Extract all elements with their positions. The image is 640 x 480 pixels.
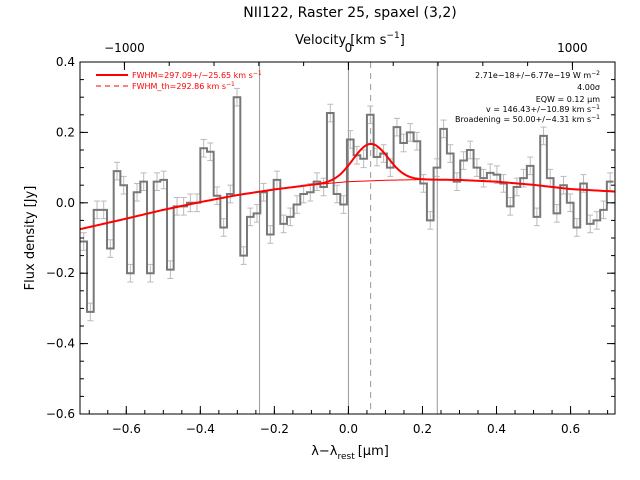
legend-label-fwhm-th: FWHM_th=292.86 km s−1 <box>132 81 235 91</box>
fit-annotations: 2.71e−18+/−6.77e−19 W m−2 4.00σ EQW = 0.… <box>455 70 600 124</box>
legend: FWHM=297.09+/−25.65 km s−1 FWHM_th=292.8… <box>96 70 262 91</box>
annotation-sigma: 4.00σ <box>577 83 600 92</box>
y-tick-label: −0.2 <box>46 266 75 280</box>
data-step-line <box>80 96 614 313</box>
fit-total <box>80 142 615 231</box>
y-tick-label: 0.2 <box>56 125 75 139</box>
y-tick-label: 0.4 <box>56 55 75 69</box>
x-tick-label: −0.6 <box>112 422 141 436</box>
annotation-eqw: EQW = 0.12 μm <box>536 95 600 104</box>
top-tick-label: −1000 <box>104 41 145 55</box>
legend-label-fwhm: FWHM=297.09+/−25.65 km s−1 <box>132 70 262 80</box>
annotation-broadening: Broadening = 50.00+/−4.31 km s−1 <box>455 114 600 124</box>
y-axis-label: Flux density [Jy] <box>23 186 38 291</box>
top-tick-label: 0 <box>345 41 353 55</box>
chart-title: NII122, Raster 25, spaxel (3,2) <box>243 5 456 21</box>
annotation-velocity: v = 146.43+/−10.89 km s−1 <box>486 104 600 114</box>
axis-ticks: −0.6 −0.4 −0.2 0.0 0.2 0.4 0.6 −0.6 −0.4 −0.2 0.0 0… <box>46 41 615 436</box>
x-tick-label: −0.4 <box>186 422 215 436</box>
fit-series <box>80 142 615 231</box>
x-tick-label: 0.4 <box>487 422 506 436</box>
y-tick-label: −0.6 <box>46 407 75 421</box>
x-tick-label: 0.6 <box>561 422 580 436</box>
x-tick-label: 0.0 <box>339 422 358 436</box>
y-tick-label: −0.4 <box>46 337 75 351</box>
x-tick-label: 0.2 <box>413 422 432 436</box>
top-axis-label: Velocity [km s−1] <box>295 31 405 48</box>
x-axis-label: λ−λrest [μm] <box>311 444 389 462</box>
data-series <box>80 87 614 322</box>
top-tick-label: 1000 <box>557 41 588 55</box>
y-tick-label: 0.0 <box>56 196 75 210</box>
x-tick-label: −0.2 <box>260 422 289 436</box>
annotation-flux: 2.71e−18+/−6.77e−19 W m−2 <box>475 70 600 80</box>
reference-lines <box>259 62 438 414</box>
